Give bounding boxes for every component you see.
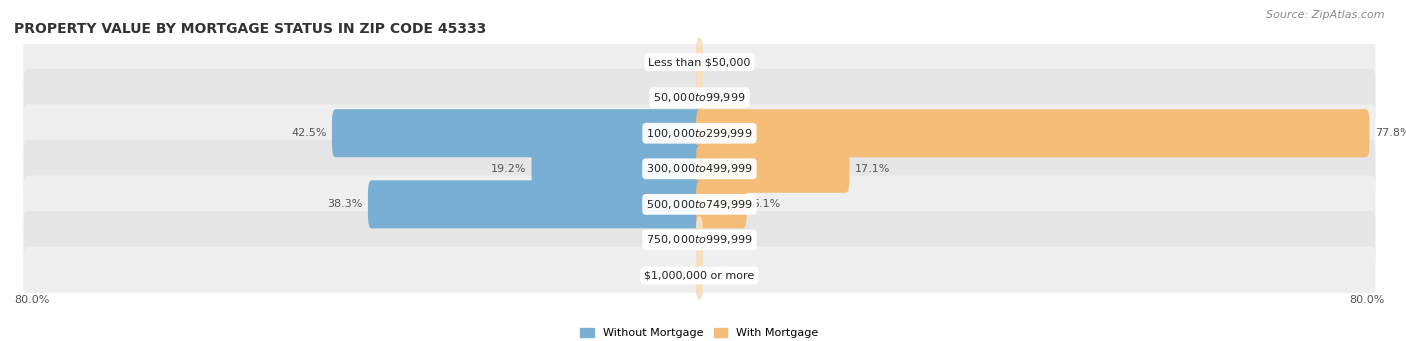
- Text: 0.0%: 0.0%: [662, 270, 690, 281]
- Text: $750,000 to $999,999: $750,000 to $999,999: [647, 234, 752, 247]
- Text: 5.1%: 5.1%: [752, 199, 780, 209]
- Text: 0.0%: 0.0%: [709, 57, 737, 67]
- Text: Source: ZipAtlas.com: Source: ZipAtlas.com: [1267, 10, 1385, 20]
- FancyBboxPatch shape: [696, 216, 703, 264]
- FancyBboxPatch shape: [696, 109, 1369, 157]
- Text: 80.0%: 80.0%: [14, 295, 49, 305]
- FancyBboxPatch shape: [24, 69, 1375, 127]
- FancyBboxPatch shape: [696, 251, 703, 299]
- FancyBboxPatch shape: [696, 216, 703, 264]
- Text: 0.0%: 0.0%: [662, 93, 690, 103]
- FancyBboxPatch shape: [332, 109, 703, 157]
- Text: $1,000,000 or more: $1,000,000 or more: [644, 270, 755, 281]
- Text: $50,000 to $99,999: $50,000 to $99,999: [654, 91, 745, 104]
- Text: $100,000 to $299,999: $100,000 to $299,999: [647, 127, 752, 140]
- Text: 77.8%: 77.8%: [1375, 128, 1406, 138]
- Text: PROPERTY VALUE BY MORTGAGE STATUS IN ZIP CODE 45333: PROPERTY VALUE BY MORTGAGE STATUS IN ZIP…: [14, 22, 486, 36]
- FancyBboxPatch shape: [696, 38, 703, 86]
- FancyBboxPatch shape: [24, 140, 1375, 197]
- FancyBboxPatch shape: [696, 251, 703, 299]
- Text: 38.3%: 38.3%: [328, 199, 363, 209]
- Legend: Without Mortgage, With Mortgage: Without Mortgage, With Mortgage: [576, 323, 823, 341]
- Text: 0.0%: 0.0%: [709, 235, 737, 245]
- FancyBboxPatch shape: [696, 180, 747, 228]
- FancyBboxPatch shape: [368, 180, 703, 228]
- FancyBboxPatch shape: [696, 38, 703, 86]
- Text: 0.0%: 0.0%: [709, 270, 737, 281]
- Text: 0.0%: 0.0%: [709, 93, 737, 103]
- FancyBboxPatch shape: [24, 211, 1375, 269]
- Text: $500,000 to $749,999: $500,000 to $749,999: [647, 198, 752, 211]
- FancyBboxPatch shape: [24, 33, 1375, 91]
- Text: 42.5%: 42.5%: [291, 128, 326, 138]
- FancyBboxPatch shape: [696, 145, 849, 193]
- Text: $300,000 to $499,999: $300,000 to $499,999: [647, 162, 752, 175]
- Text: 80.0%: 80.0%: [1350, 295, 1385, 305]
- Text: 0.0%: 0.0%: [662, 235, 690, 245]
- Text: 0.0%: 0.0%: [662, 57, 690, 67]
- Text: 17.1%: 17.1%: [855, 164, 890, 174]
- FancyBboxPatch shape: [24, 104, 1375, 162]
- FancyBboxPatch shape: [531, 145, 703, 193]
- FancyBboxPatch shape: [696, 74, 703, 122]
- Text: Less than $50,000: Less than $50,000: [648, 57, 751, 67]
- FancyBboxPatch shape: [24, 247, 1375, 304]
- FancyBboxPatch shape: [24, 176, 1375, 233]
- FancyBboxPatch shape: [696, 74, 703, 122]
- Text: 19.2%: 19.2%: [491, 164, 526, 174]
